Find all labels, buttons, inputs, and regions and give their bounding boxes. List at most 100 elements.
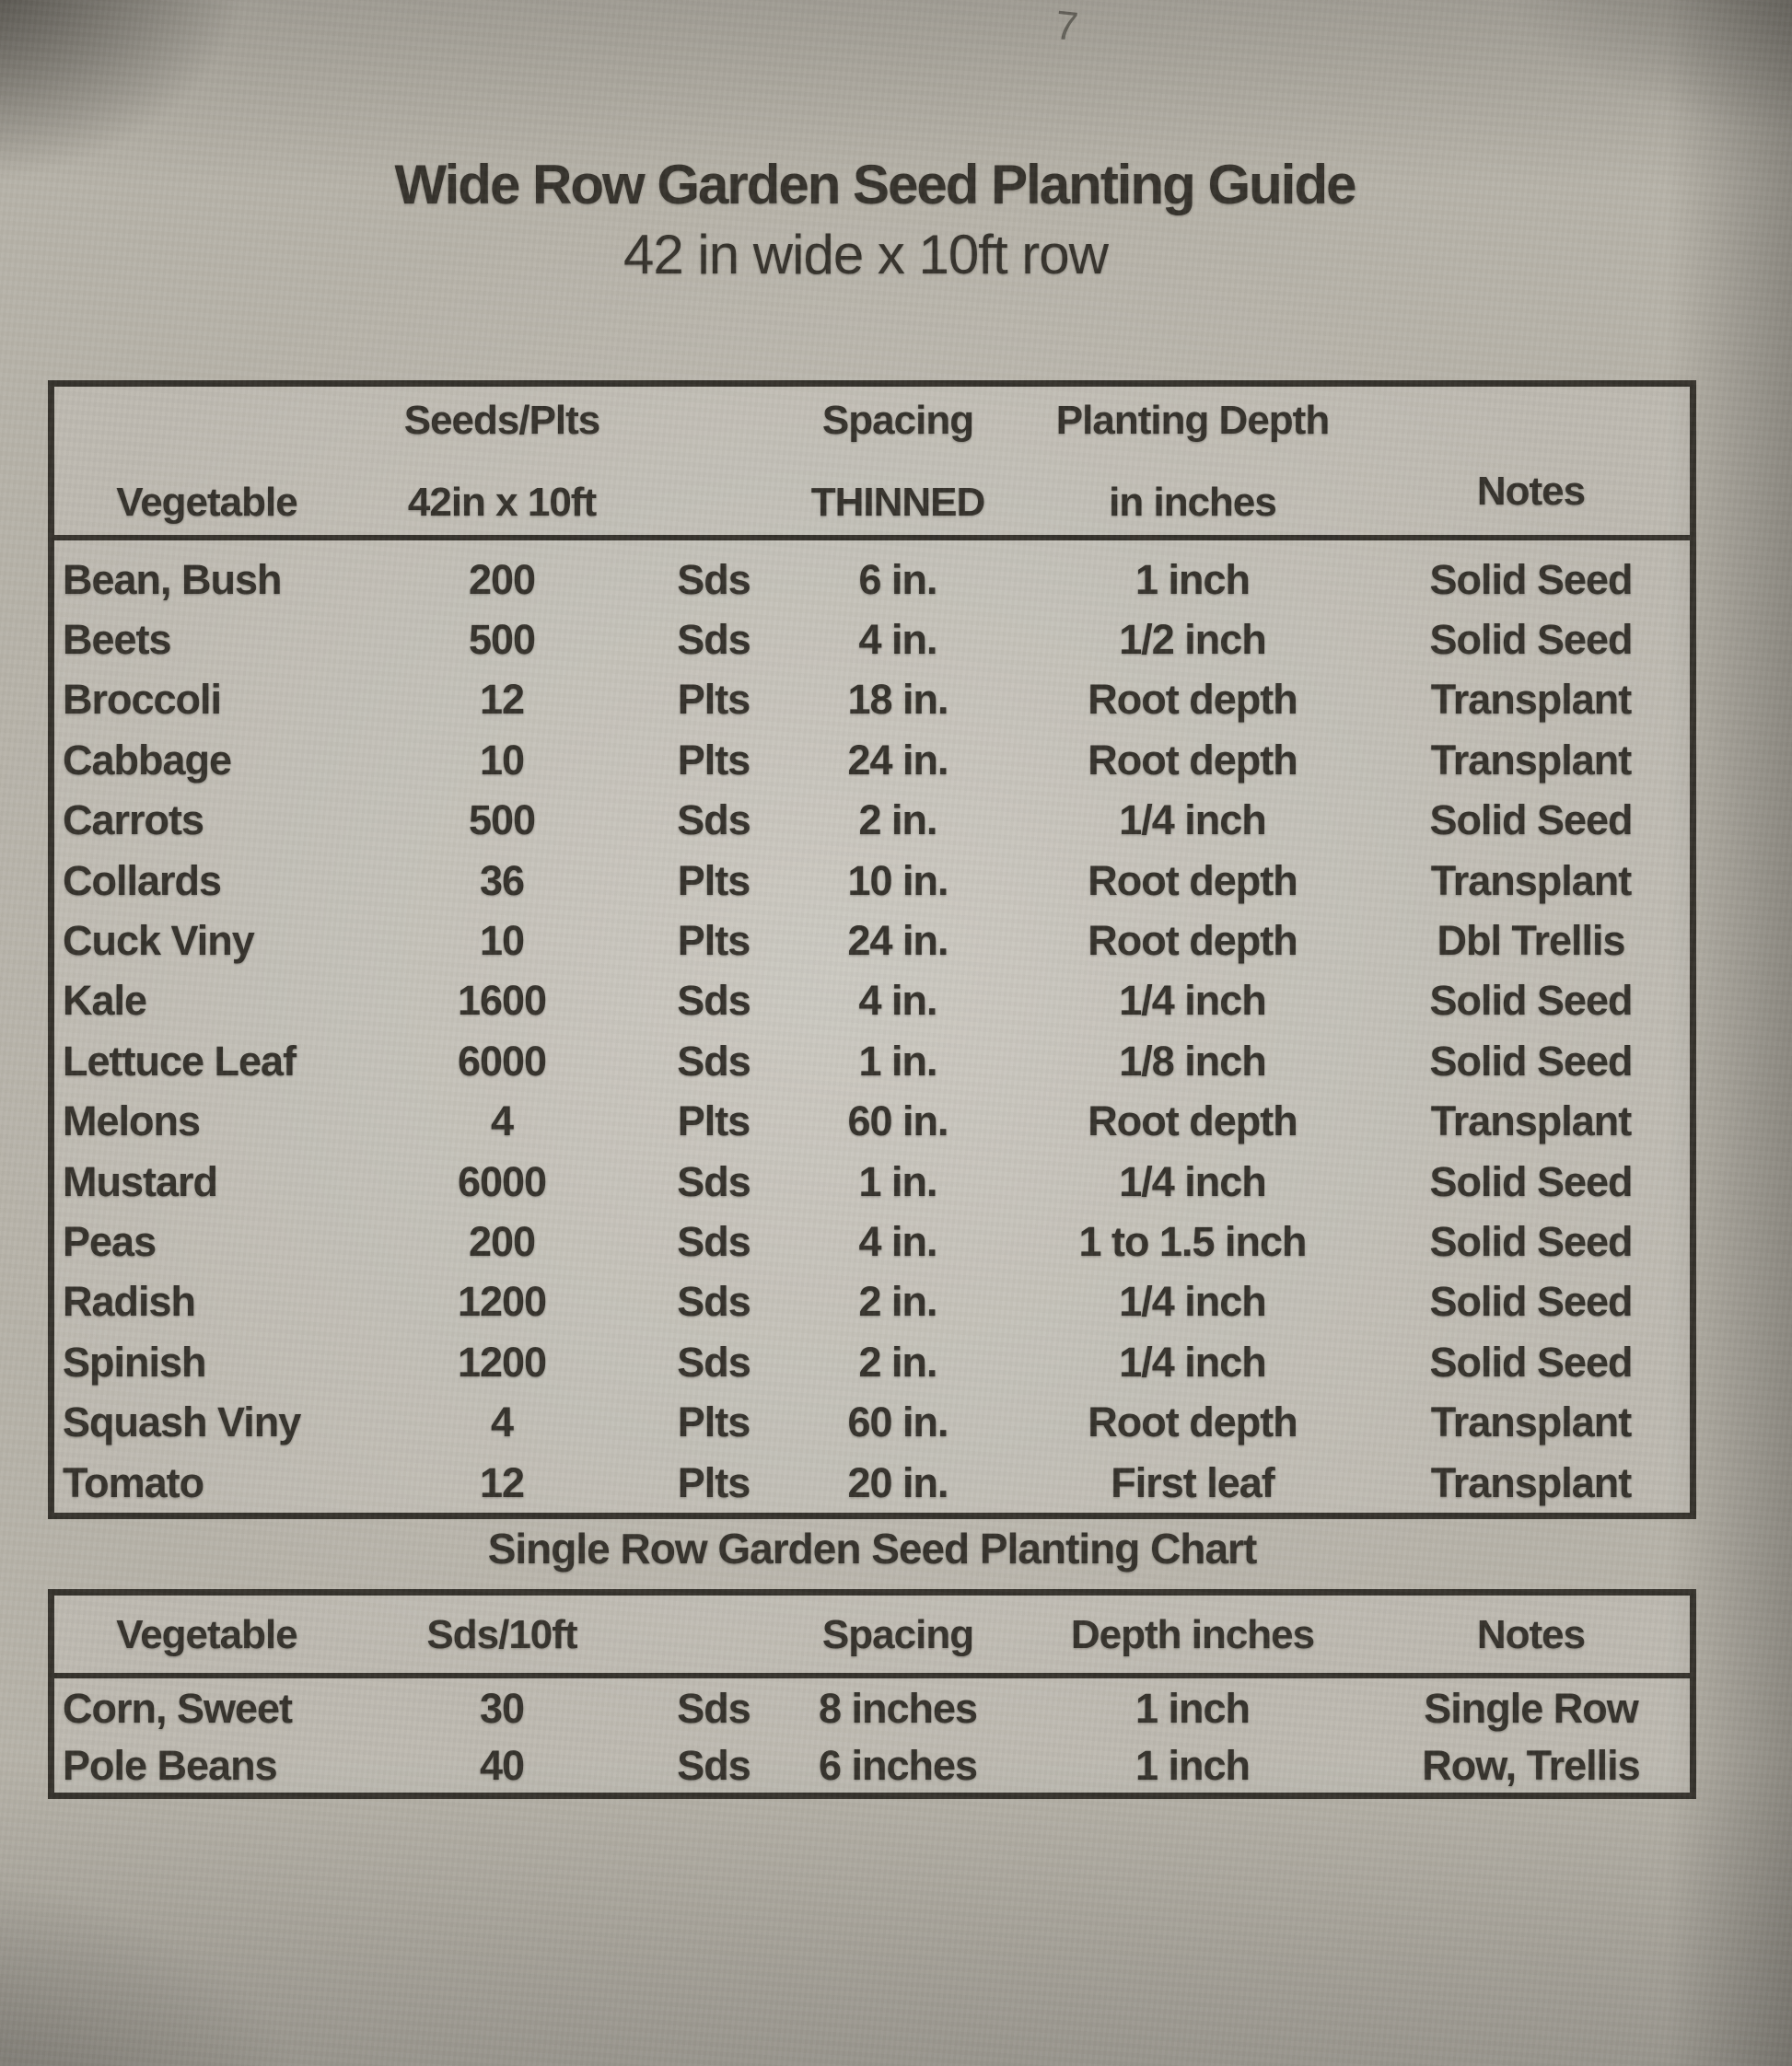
header-vegetable-label: Vegetable (116, 1612, 297, 1657)
header-spacing: Spacing (783, 1596, 1013, 1673)
cell-vegetable: Kale (63, 977, 147, 1025)
cell-notes: Transplant (1430, 736, 1633, 783)
header-notes: Notes (1372, 387, 1690, 535)
header-notes: Notes (1372, 1596, 1690, 1673)
cell-unit: Sds (677, 1338, 751, 1386)
cell-vegetable: Cuck Viny (63, 917, 255, 965)
header-seeds-line2: 42in x 10ft (407, 480, 597, 525)
header-spacing-line1: Spacing (821, 398, 974, 443)
cell-notes: Solid Seed (1429, 796, 1633, 844)
cell-depth: 1/4 inch (1119, 1278, 1267, 1326)
cell-depth: 1/8 inch (1119, 1037, 1267, 1085)
cell-vegetable: Melons (63, 1097, 201, 1145)
cell-spacing: 60 in. (847, 1399, 948, 1446)
cell-notes: Single Row (1424, 1685, 1639, 1732)
cell-quantity: 30 (479, 1685, 525, 1732)
cell-quantity: 12 (479, 676, 525, 724)
header-depth-line1: Planting Depth (1055, 398, 1330, 443)
cell-unit: Sds (677, 616, 751, 664)
page-title: Wide Row Garden Seed Planting Guide (394, 154, 1357, 215)
table-row: Cuck Viny 10 Plts 24 in. Root depth Dbl … (54, 911, 1690, 970)
cell-vegetable: Radish (63, 1278, 196, 1326)
cell-quantity: 200 (468, 555, 536, 603)
header-vegetable-label: Vegetable (116, 480, 297, 525)
header-unit-spacer (645, 1596, 783, 1673)
table-row: Bean, Bush 200 Sds 6 in. 1 inch Solid Se… (54, 550, 1690, 609)
cell-quantity: 1600 (457, 977, 547, 1025)
table-row: Carrots 500 Sds 2 in. 1/4 inch Solid See… (54, 791, 1690, 851)
header-seeds-line1: Seeds/Plts (403, 398, 601, 443)
header-notes-label: Notes (1476, 1612, 1586, 1657)
cell-spacing: 8 inches (818, 1685, 978, 1732)
cell-quantity: 1200 (457, 1278, 547, 1326)
table-row: Squash Viny 4 Plts 60 in. Root depth Tra… (54, 1392, 1690, 1452)
cell-unit: Sds (677, 796, 751, 844)
cell-vegetable: Beets (63, 616, 172, 664)
cell-depth: Root depth (1088, 917, 1297, 965)
header-depth-inches: Depth inches (1013, 1596, 1372, 1673)
header-depth-line2: in inches (1109, 480, 1277, 525)
cell-depth: Root depth (1088, 856, 1297, 904)
cell-unit: Sds (677, 1278, 751, 1326)
cell-unit: Sds (677, 1685, 751, 1732)
cell-notes: Solid Seed (1429, 1278, 1633, 1326)
cell-vegetable: Broccoli (63, 676, 222, 724)
page-subtitle: 42 in wide x 10ft row (623, 224, 1109, 285)
header-sds-10ft: Sds/10ft (359, 1596, 645, 1673)
wide-row-table: Vegetable Seeds/Plts 42in x 10ft Spacing… (48, 380, 1696, 1519)
cell-spacing: 6 inches (818, 1742, 978, 1789)
cell-unit: Plts (677, 1458, 751, 1506)
header-spacing: Spacing THINNED (783, 387, 1013, 535)
cell-unit: Sds (677, 1742, 751, 1789)
header-spacing-label: Spacing (821, 1612, 974, 1657)
cell-depth: Root depth (1088, 736, 1297, 783)
cell-notes: Solid Seed (1429, 555, 1633, 603)
cell-quantity: 1200 (457, 1338, 547, 1386)
cell-unit: Plts (677, 856, 751, 904)
header-vegetable: Vegetable (54, 387, 359, 535)
cell-quantity: 36 (479, 856, 525, 904)
cell-notes: Transplant (1430, 1399, 1633, 1446)
cell-spacing: 24 in. (847, 736, 948, 783)
header-planting-depth: Planting Depth in inches (1013, 387, 1372, 535)
cell-quantity: 6000 (457, 1157, 547, 1205)
cell-notes: Solid Seed (1429, 977, 1633, 1025)
cell-spacing: 2 in. (858, 1278, 937, 1326)
cell-vegetable: Spinish (63, 1338, 207, 1386)
cell-vegetable: Tomato (63, 1458, 204, 1506)
cell-depth: 1 inch (1135, 1742, 1251, 1789)
single-row-chart-title: Single Row Garden Seed Planting Chart (487, 1525, 1258, 1573)
cell-notes: Transplant (1430, 856, 1633, 904)
cell-unit: Plts (677, 1097, 751, 1145)
cell-notes: Solid Seed (1429, 1338, 1633, 1386)
cell-quantity: 6000 (457, 1037, 547, 1085)
header-vegetable: Vegetable (54, 1596, 359, 1673)
cell-quantity: 4 (490, 1097, 514, 1145)
header-unit-spacer (645, 387, 783, 535)
cell-vegetable: Peas (63, 1217, 157, 1265)
cell-spacing: 4 in. (858, 977, 937, 1025)
cell-vegetable: Corn, Sweet (63, 1685, 293, 1732)
single-row-table: Vegetable Sds/10ft Spacing Depth inches … (48, 1589, 1696, 1799)
cell-vegetable: Bean, Bush (63, 555, 283, 603)
cell-notes: Row, Trellis (1422, 1742, 1640, 1789)
table-row: Corn, Sweet 30 Sds 8 inches 1 inch Singl… (54, 1680, 1690, 1737)
table-row: Collards 36 Plts 10 in. Root depth Trans… (54, 851, 1690, 911)
cell-notes: Dbl Trellis (1437, 917, 1625, 965)
table-row: Lettuce Leaf 6000 Sds 1 in. 1/8 inch Sol… (54, 1031, 1690, 1091)
cell-unit: Sds (677, 1037, 751, 1085)
header-notes-label: Notes (1476, 469, 1586, 514)
cell-depth: Root depth (1088, 1399, 1297, 1446)
handwritten-page-number: 7 (1053, 2, 1081, 51)
cell-spacing: 24 in. (847, 917, 948, 965)
table-row: Mustard 6000 Sds 1 in. 1/4 inch Solid Se… (54, 1152, 1690, 1212)
cell-unit: Plts (677, 736, 751, 783)
cell-spacing: 4 in. (858, 1217, 937, 1265)
cell-quantity: 40 (479, 1742, 525, 1789)
cell-unit: Plts (677, 917, 751, 965)
header-seeds-plts: Seeds/Plts 42in x 10ft (359, 387, 645, 535)
cell-vegetable: Squash Viny (63, 1399, 301, 1446)
cell-depth: 1/4 inch (1119, 796, 1267, 844)
cell-depth: Root depth (1088, 676, 1297, 724)
